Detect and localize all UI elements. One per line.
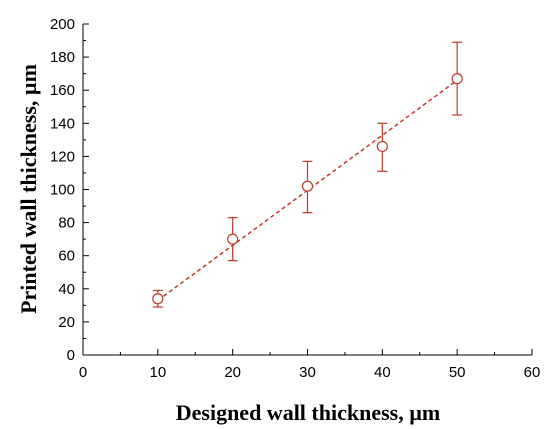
y-tick-label: 80 xyxy=(58,215,75,232)
data-point xyxy=(451,41,463,116)
x-tick-label: 40 xyxy=(374,364,391,381)
data-point xyxy=(227,217,239,262)
y-tick-label: 180 xyxy=(50,49,75,66)
y-tick-label: 140 xyxy=(50,115,75,132)
y-tick-label: 160 xyxy=(50,82,75,99)
y-tick-label: 60 xyxy=(58,248,75,265)
data-point xyxy=(376,122,388,172)
x-tick-label: 50 xyxy=(449,364,466,381)
y-tick-label: 100 xyxy=(50,182,75,199)
axes: 0 10 20 30 40 50 60 0 20 40 60 80 100 120 140 160 180 200 xyxy=(50,16,540,381)
y-tick-label: 120 xyxy=(50,148,75,165)
point-marker xyxy=(376,140,388,153)
y-tick-label: 200 xyxy=(50,16,75,33)
x-tick-label: 10 xyxy=(149,364,166,381)
data-point xyxy=(301,160,314,214)
data-point xyxy=(152,289,164,308)
point-marker xyxy=(451,73,463,85)
y-tick-label: 20 xyxy=(58,314,75,331)
y-axis-title: Printed wall thickness, µm xyxy=(16,64,41,314)
point-marker xyxy=(301,180,314,192)
x-axis-title: Designed wall thickness, µm xyxy=(176,400,440,425)
x-tick-label: 20 xyxy=(224,364,241,381)
y-tick-label: 0 xyxy=(67,347,75,364)
x-tick-label: 60 xyxy=(524,364,541,381)
point-marker xyxy=(152,293,164,305)
y-tick-label: 40 xyxy=(58,281,75,298)
point-marker xyxy=(227,233,239,245)
x-tick-label: 0 xyxy=(79,364,87,381)
x-tick-label: 30 xyxy=(299,364,316,381)
data-points-group xyxy=(152,41,463,308)
